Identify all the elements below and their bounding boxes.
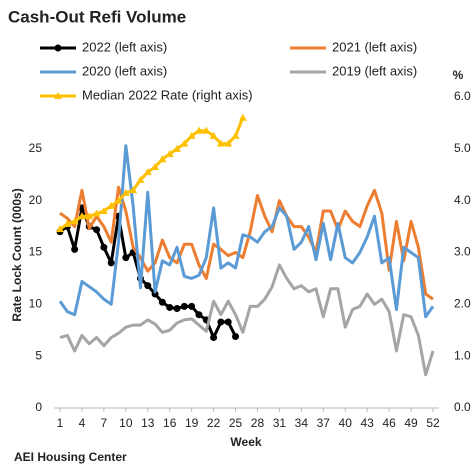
data-point: [194, 126, 203, 134]
x-tick-label: 28: [251, 416, 265, 430]
legend-label: 2020 (left axis): [82, 63, 167, 78]
y-tick-label: 0: [35, 400, 42, 414]
data-point: [143, 168, 152, 176]
data-point: [165, 150, 174, 158]
data-point: [151, 162, 160, 170]
y2-tick-label: 6.0: [454, 89, 471, 103]
y2-tick-label: 4.0: [454, 193, 471, 207]
data-point: [99, 207, 108, 215]
data-point: [231, 131, 240, 139]
x-tick-label: 4: [79, 416, 86, 430]
y-tick-label: 10: [29, 297, 43, 311]
y2-tick-label: 0.0: [454, 400, 471, 414]
data-point: [187, 131, 196, 139]
x-tick-label: 34: [295, 416, 309, 430]
data-point: [85, 212, 94, 220]
data-point: [209, 131, 218, 139]
data-point: [158, 298, 166, 306]
x-tick-label: 31: [273, 416, 287, 430]
x-tick-label: 37: [317, 416, 331, 430]
source-note: AEI Housing Center: [14, 450, 127, 464]
data-point: [121, 188, 130, 196]
y2-tick-label: 3.0: [454, 245, 471, 259]
data-point: [166, 303, 174, 311]
data-point: [122, 254, 130, 262]
data-point: [100, 243, 108, 251]
data-point: [188, 302, 196, 310]
data-point: [93, 226, 101, 234]
x-tick-label: 16: [163, 416, 177, 430]
data-point: [63, 219, 72, 227]
legend-label: 2021 (left axis): [332, 39, 417, 54]
data-point: [232, 332, 240, 340]
data-point: [70, 217, 79, 225]
data-point: [202, 126, 211, 134]
x-tick-label: 25: [229, 416, 243, 430]
y2-tick-label: 2.0: [454, 297, 471, 311]
data-point: [224, 139, 233, 147]
data-point: [195, 311, 203, 319]
series-line: [58, 144, 435, 319]
data-point: [107, 259, 115, 267]
x-tick-label: 13: [141, 416, 155, 430]
data-point: [129, 186, 138, 194]
data-point: [151, 290, 159, 298]
data-point: [173, 144, 182, 152]
series-line: [59, 263, 435, 377]
y2-axis-label: %: [453, 68, 464, 82]
data-point: [173, 304, 181, 312]
x-tick-label: 40: [339, 416, 353, 430]
y-tick-label: 15: [29, 245, 43, 259]
data-point: [71, 245, 79, 253]
x-tick-label: 46: [382, 416, 396, 430]
data-point: [114, 196, 123, 204]
legend-label: 2019 (left axis): [332, 63, 417, 78]
x-tick-label: 49: [404, 416, 418, 430]
y-tick-label: 20: [29, 193, 43, 207]
legend-label: Median 2022 Rate (right axis): [82, 87, 253, 102]
data-point: [56, 225, 64, 233]
data-point: [107, 201, 116, 209]
data-point: [180, 139, 189, 147]
x-tick-label: 22: [207, 416, 221, 430]
data-point: [238, 113, 247, 121]
data-point: [216, 139, 225, 147]
x-tick-label: 1: [57, 416, 64, 430]
y-axis-label: Rate Lock Count (000s): [10, 188, 24, 321]
y-tick-label: 5: [35, 348, 42, 362]
legend-marker: [54, 44, 62, 52]
data-point: [210, 334, 218, 342]
data-point: [144, 282, 152, 290]
x-tick-label: 52: [426, 416, 440, 430]
legend-marker: [54, 92, 62, 99]
x-tick-label: 10: [119, 416, 133, 430]
data-point: [158, 155, 167, 163]
x-tick-label: 43: [360, 416, 374, 430]
data-point: [77, 212, 86, 220]
x-axis-label: Week: [230, 435, 261, 449]
chart-title: Cash-Out Refi Volume: [8, 7, 186, 26]
data-point: [217, 318, 225, 326]
y2-tick-label: 1.0: [454, 348, 471, 362]
y2-tick-label: 5.0: [454, 141, 471, 155]
x-tick-label: 19: [185, 416, 199, 430]
data-point: [224, 318, 232, 326]
data-point: [180, 302, 188, 310]
y-tick-label: 25: [29, 141, 43, 155]
legend-label: 2022 (left axis): [82, 39, 167, 54]
x-tick-label: 7: [101, 416, 108, 430]
data-point: [92, 209, 101, 217]
data-point: [136, 175, 145, 183]
